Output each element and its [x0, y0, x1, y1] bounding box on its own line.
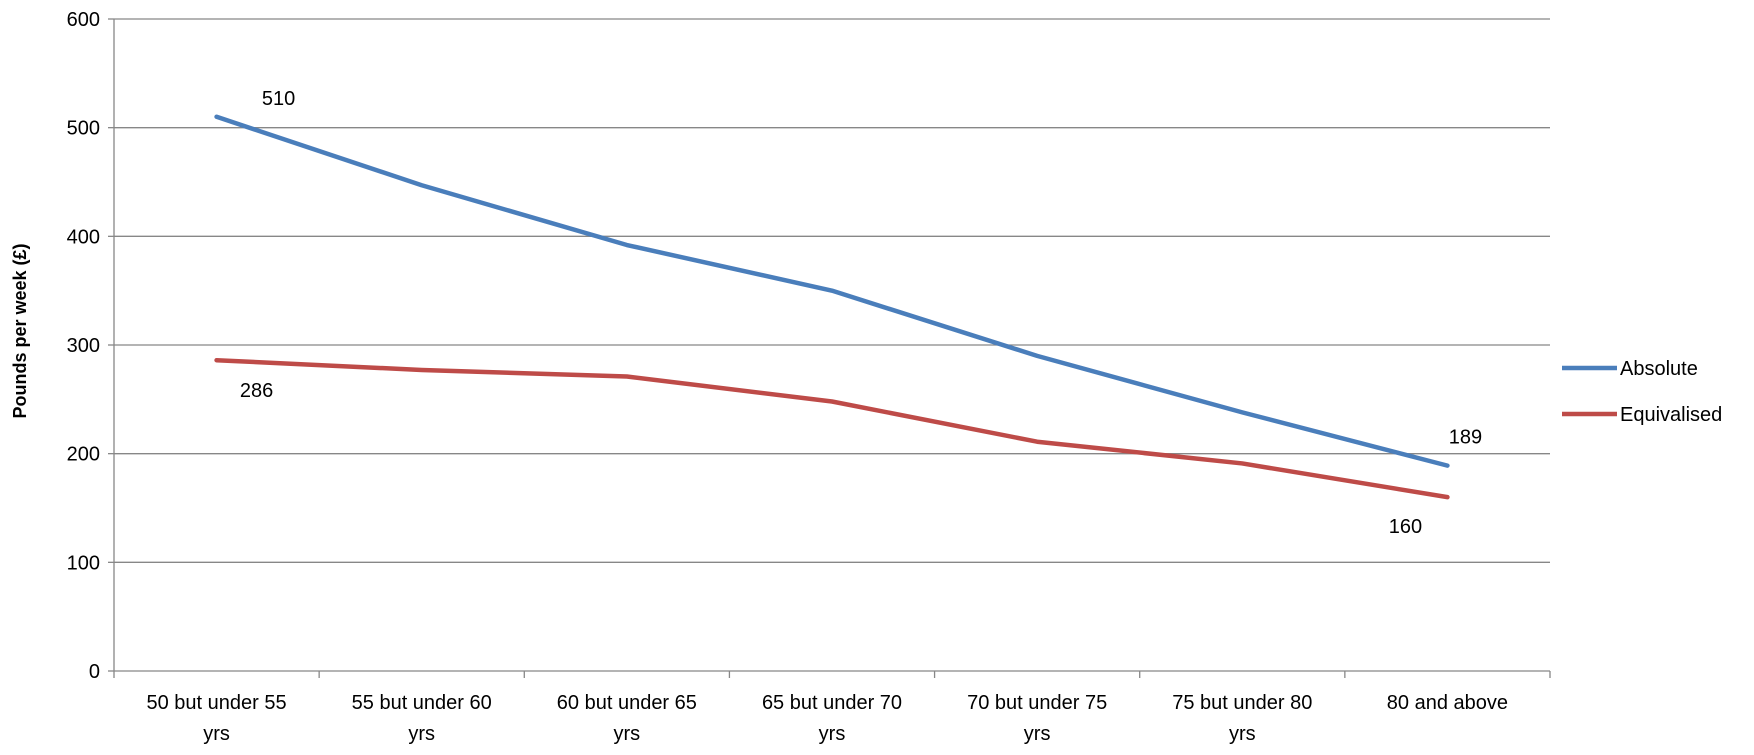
x-tick-label: 70 but under 75 [967, 692, 1107, 714]
y-tick-label: 200 [67, 444, 100, 466]
x-tick-label: 80 and above [1387, 692, 1508, 714]
data-label: 510 [262, 88, 295, 110]
y-tick-label: 300 [67, 335, 100, 357]
series-lines [216, 117, 1447, 498]
y-tick-label: 100 [67, 552, 100, 574]
series-line-equivalised [217, 360, 1448, 497]
x-tick-label: 60 but under 65 [557, 692, 697, 714]
x-tick-label: yrs [819, 723, 846, 745]
y-axis-title: Pounds per week (£) [10, 243, 30, 418]
legend: Absolute Equivalised [1562, 358, 1722, 426]
x-tick-label: yrs [1229, 723, 1256, 745]
y-tick-label: 600 [67, 9, 100, 31]
y-tick-label: 0 [89, 661, 100, 683]
data-label: 286 [240, 380, 273, 402]
axes [108, 19, 1550, 678]
x-tick-label: yrs [1024, 723, 1051, 745]
x-tick-label: 75 but under 80 [1172, 692, 1312, 714]
x-tick-label: yrs [408, 723, 435, 745]
y-tick-labels: 0 100 200 300 400 500 600 [67, 9, 100, 683]
y-tick-label: 500 [67, 118, 100, 140]
y-tick-label: 400 [67, 226, 100, 248]
legend-label: Absolute [1620, 358, 1698, 380]
x-tick-label: 55 but under 60 [352, 692, 492, 714]
x-tick-label: yrs [203, 723, 230, 745]
x-tick-label: yrs [614, 723, 641, 745]
legend-label: Equivalised [1620, 404, 1722, 426]
x-tick-labels: 50 but under 55 yrs 55 but under 60 yrs 60 b… [147, 692, 1509, 745]
x-tick-label: 65 but under 70 [762, 692, 902, 714]
data-label: 160 [1389, 516, 1422, 538]
data-label: 189 [1449, 427, 1482, 449]
series-line-absolute [217, 117, 1448, 466]
x-tick-label: 50 but under 55 [147, 692, 287, 714]
